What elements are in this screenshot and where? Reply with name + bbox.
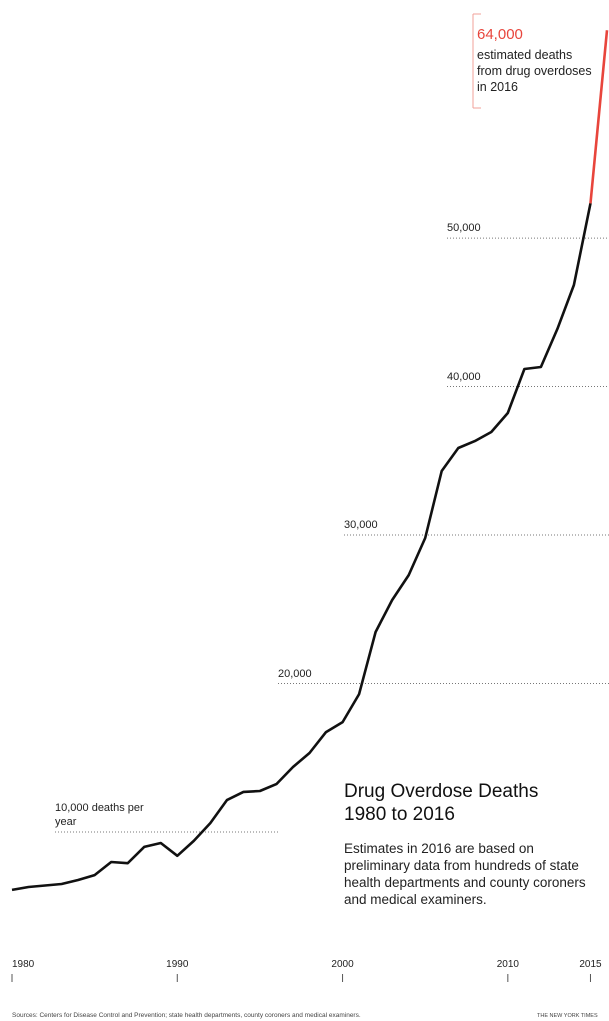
- value-label: 64,000: [477, 26, 523, 43]
- x-tick-label: 1990: [166, 959, 189, 970]
- y-tick-label: 40,000: [447, 370, 481, 383]
- annotation-bracket: [472, 13, 481, 109]
- chart-subtitle: Estimates in 2016 are based on prelimina…: [344, 841, 586, 907]
- x-tick-label: 1980: [12, 959, 35, 970]
- credit: THE NEW YORK TIMES: [537, 1013, 598, 1019]
- x-tick-label: 2010: [497, 959, 520, 970]
- source: Sources: Centers for Disease Control and…: [12, 1012, 361, 1019]
- line-series: [11, 203, 592, 892]
- y-tick-label: 30,000: [344, 519, 378, 532]
- y-tick-label: 50,000: [447, 222, 481, 235]
- chart-title: Drug Overdose Deaths 1980 to 2016: [344, 781, 539, 825]
- y-tick-label: 20,000: [278, 667, 312, 680]
- x-tick-label: 2000: [331, 959, 354, 970]
- line-highlight: [589, 30, 609, 204]
- annotation: estimated deaths from drug overdoses in …: [477, 48, 592, 94]
- x-tick-label: 2015: [579, 959, 602, 970]
- y-tick-label: 10,000 deaths per year: [55, 802, 144, 828]
